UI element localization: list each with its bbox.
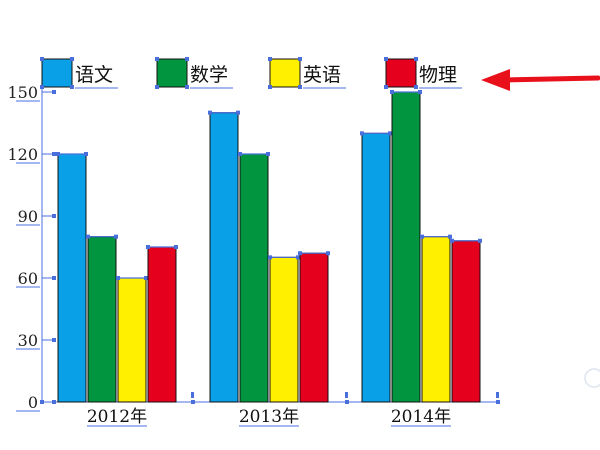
y-tick-label: 30 [18, 331, 38, 350]
legend-handle [185, 85, 189, 89]
bar-handle [296, 255, 300, 260]
bar-handle [208, 110, 212, 115]
bar-handle [86, 234, 90, 239]
y-tick-handle [52, 400, 56, 404]
x-axis-handle [345, 392, 348, 398]
bar-3-4[interactable] [451, 240, 481, 403]
legend-label: 语文 [75, 64, 113, 86]
legend-item-2[interactable]: 数学 [155, 57, 233, 89]
y-tick-label: 60 [18, 269, 38, 288]
legend-item-1[interactable]: 语文 [40, 57, 118, 89]
legend-label: 英语 [303, 64, 341, 86]
bar-handle [144, 276, 148, 280]
bar-handle [238, 152, 242, 156]
bar-handle [236, 110, 240, 115]
bar-1-1[interactable] [57, 153, 87, 403]
y-tick-handle [52, 338, 56, 342]
y-tick-handle [52, 214, 56, 218]
bar-handle [116, 276, 120, 280]
bar-handle [388, 131, 392, 136]
bar-handle [298, 251, 302, 256]
y-tick-label: 90 [18, 207, 38, 226]
arrow-head [481, 69, 510, 91]
bar-handle [56, 152, 60, 156]
legend-handle [155, 57, 159, 61]
bar-1-2[interactable] [87, 236, 117, 403]
legend-label: 数学 [190, 64, 228, 86]
bar-handle [114, 234, 118, 239]
x-category-label: 2012年 [87, 407, 147, 427]
x-axis-handle [496, 400, 500, 404]
legend-handle [298, 85, 302, 89]
y-tick-label: 150 [7, 83, 38, 102]
y-tick-handle [52, 152, 56, 156]
legend-swatch [41, 58, 73, 88]
bar-handle [146, 245, 150, 249]
x-axis-categories: 2012年 2013年 2014年 [87, 407, 451, 427]
x-category-label: 2013年 [239, 407, 299, 427]
bar-handle [390, 90, 394, 94]
bar-handle [268, 255, 272, 260]
bar-handle [478, 238, 482, 243]
bar-2-2[interactable] [239, 153, 269, 403]
x-axis-handle [191, 392, 194, 398]
y-tick-label: 120 [7, 145, 38, 164]
bar-handle [174, 245, 178, 249]
bar-2-3[interactable] [269, 256, 299, 403]
legend-handle [414, 57, 418, 61]
legend-item-3[interactable]: 英语 [268, 57, 346, 89]
bar-handle [360, 131, 364, 136]
legend-handle [298, 57, 302, 61]
y-tick-handle [52, 276, 56, 280]
legend-handle [40, 85, 44, 89]
bar-3-2[interactable] [391, 91, 421, 403]
legend-handle [414, 85, 418, 89]
y-tick-label: 0 [28, 393, 38, 412]
x-axis-handle [191, 400, 195, 404]
bar-handle [84, 152, 88, 156]
legend-swatch [269, 58, 301, 88]
bar-3-3[interactable] [421, 236, 451, 403]
bar-handle [418, 90, 422, 94]
red-arrow-annotation [481, 69, 600, 388]
bar-handle [266, 152, 270, 156]
legend-handle [268, 85, 272, 89]
legend-handle [70, 85, 74, 89]
arrow-shaft [502, 75, 600, 83]
legend-handle [70, 57, 74, 61]
legend-handle [40, 57, 44, 61]
bar-handle [326, 251, 330, 256]
x-axis-handle [496, 392, 499, 398]
legend-label: 物理 [419, 64, 457, 86]
bar-handle [420, 234, 424, 239]
bar-3-1[interactable] [361, 132, 391, 403]
legend-handle [268, 57, 272, 61]
bar-handle [448, 234, 452, 239]
legend-item-4[interactable]: 物理 [384, 57, 462, 89]
bars-layer[interactable] [56, 90, 482, 403]
legend-handle [155, 85, 159, 89]
legend-swatch [385, 58, 417, 88]
legend-handle [185, 57, 189, 61]
bar-1-3[interactable] [117, 277, 147, 403]
legend-handle [384, 85, 388, 89]
legend-handle [384, 57, 388, 61]
legend-swatch [156, 58, 188, 88]
watermark-ring [584, 368, 600, 388]
x-axis-handle [345, 400, 349, 404]
bar-2-1[interactable] [209, 112, 239, 403]
y-tick-handle [52, 90, 56, 94]
bar-1-4[interactable] [147, 246, 177, 403]
y-axis-ticks: 0 30 60 90 120 150 [7, 83, 56, 412]
bar-handle [450, 238, 454, 243]
legend[interactable]: 语文 数学 英语 物理 [40, 57, 462, 89]
bar-2-4[interactable] [299, 252, 329, 403]
x-category-label: 2014年 [391, 407, 451, 427]
